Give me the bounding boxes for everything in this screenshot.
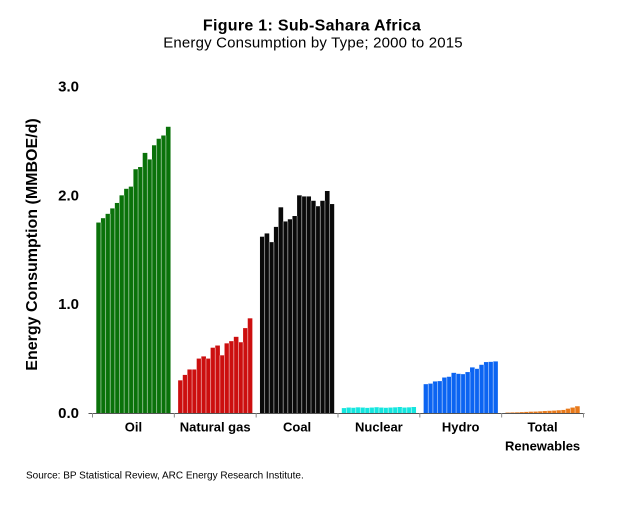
svg-text:Energy Consumption by Type; 20: Energy Consumption by Type; 2000 to 2015 — [163, 35, 463, 52]
svg-text:Hydro: Hydro — [442, 420, 480, 435]
svg-text:Natural gas: Natural gas — [180, 420, 251, 435]
svg-text:Figure 1: Sub-Sahara Africa: Figure 1: Sub-Sahara Africa — [203, 17, 421, 34]
svg-text:3.0: 3.0 — [58, 79, 79, 96]
svg-text:Nuclear: Nuclear — [355, 420, 403, 435]
svg-text:0.0: 0.0 — [58, 405, 79, 422]
svg-text:1.0: 1.0 — [58, 296, 79, 313]
svg-text:2.0: 2.0 — [58, 187, 79, 204]
svg-text:Energy Consumption (MMBOE/d): Energy Consumption (MMBOE/d) — [24, 118, 41, 370]
svg-text:Renewables: Renewables — [505, 439, 580, 454]
svg-text:Coal: Coal — [283, 420, 311, 435]
svg-text:Source: BP Statistical Review,: Source: BP Statistical Review, ARC Energ… — [26, 471, 304, 482]
svg-text:Total: Total — [528, 420, 558, 435]
svg-text:Oil: Oil — [125, 420, 142, 435]
